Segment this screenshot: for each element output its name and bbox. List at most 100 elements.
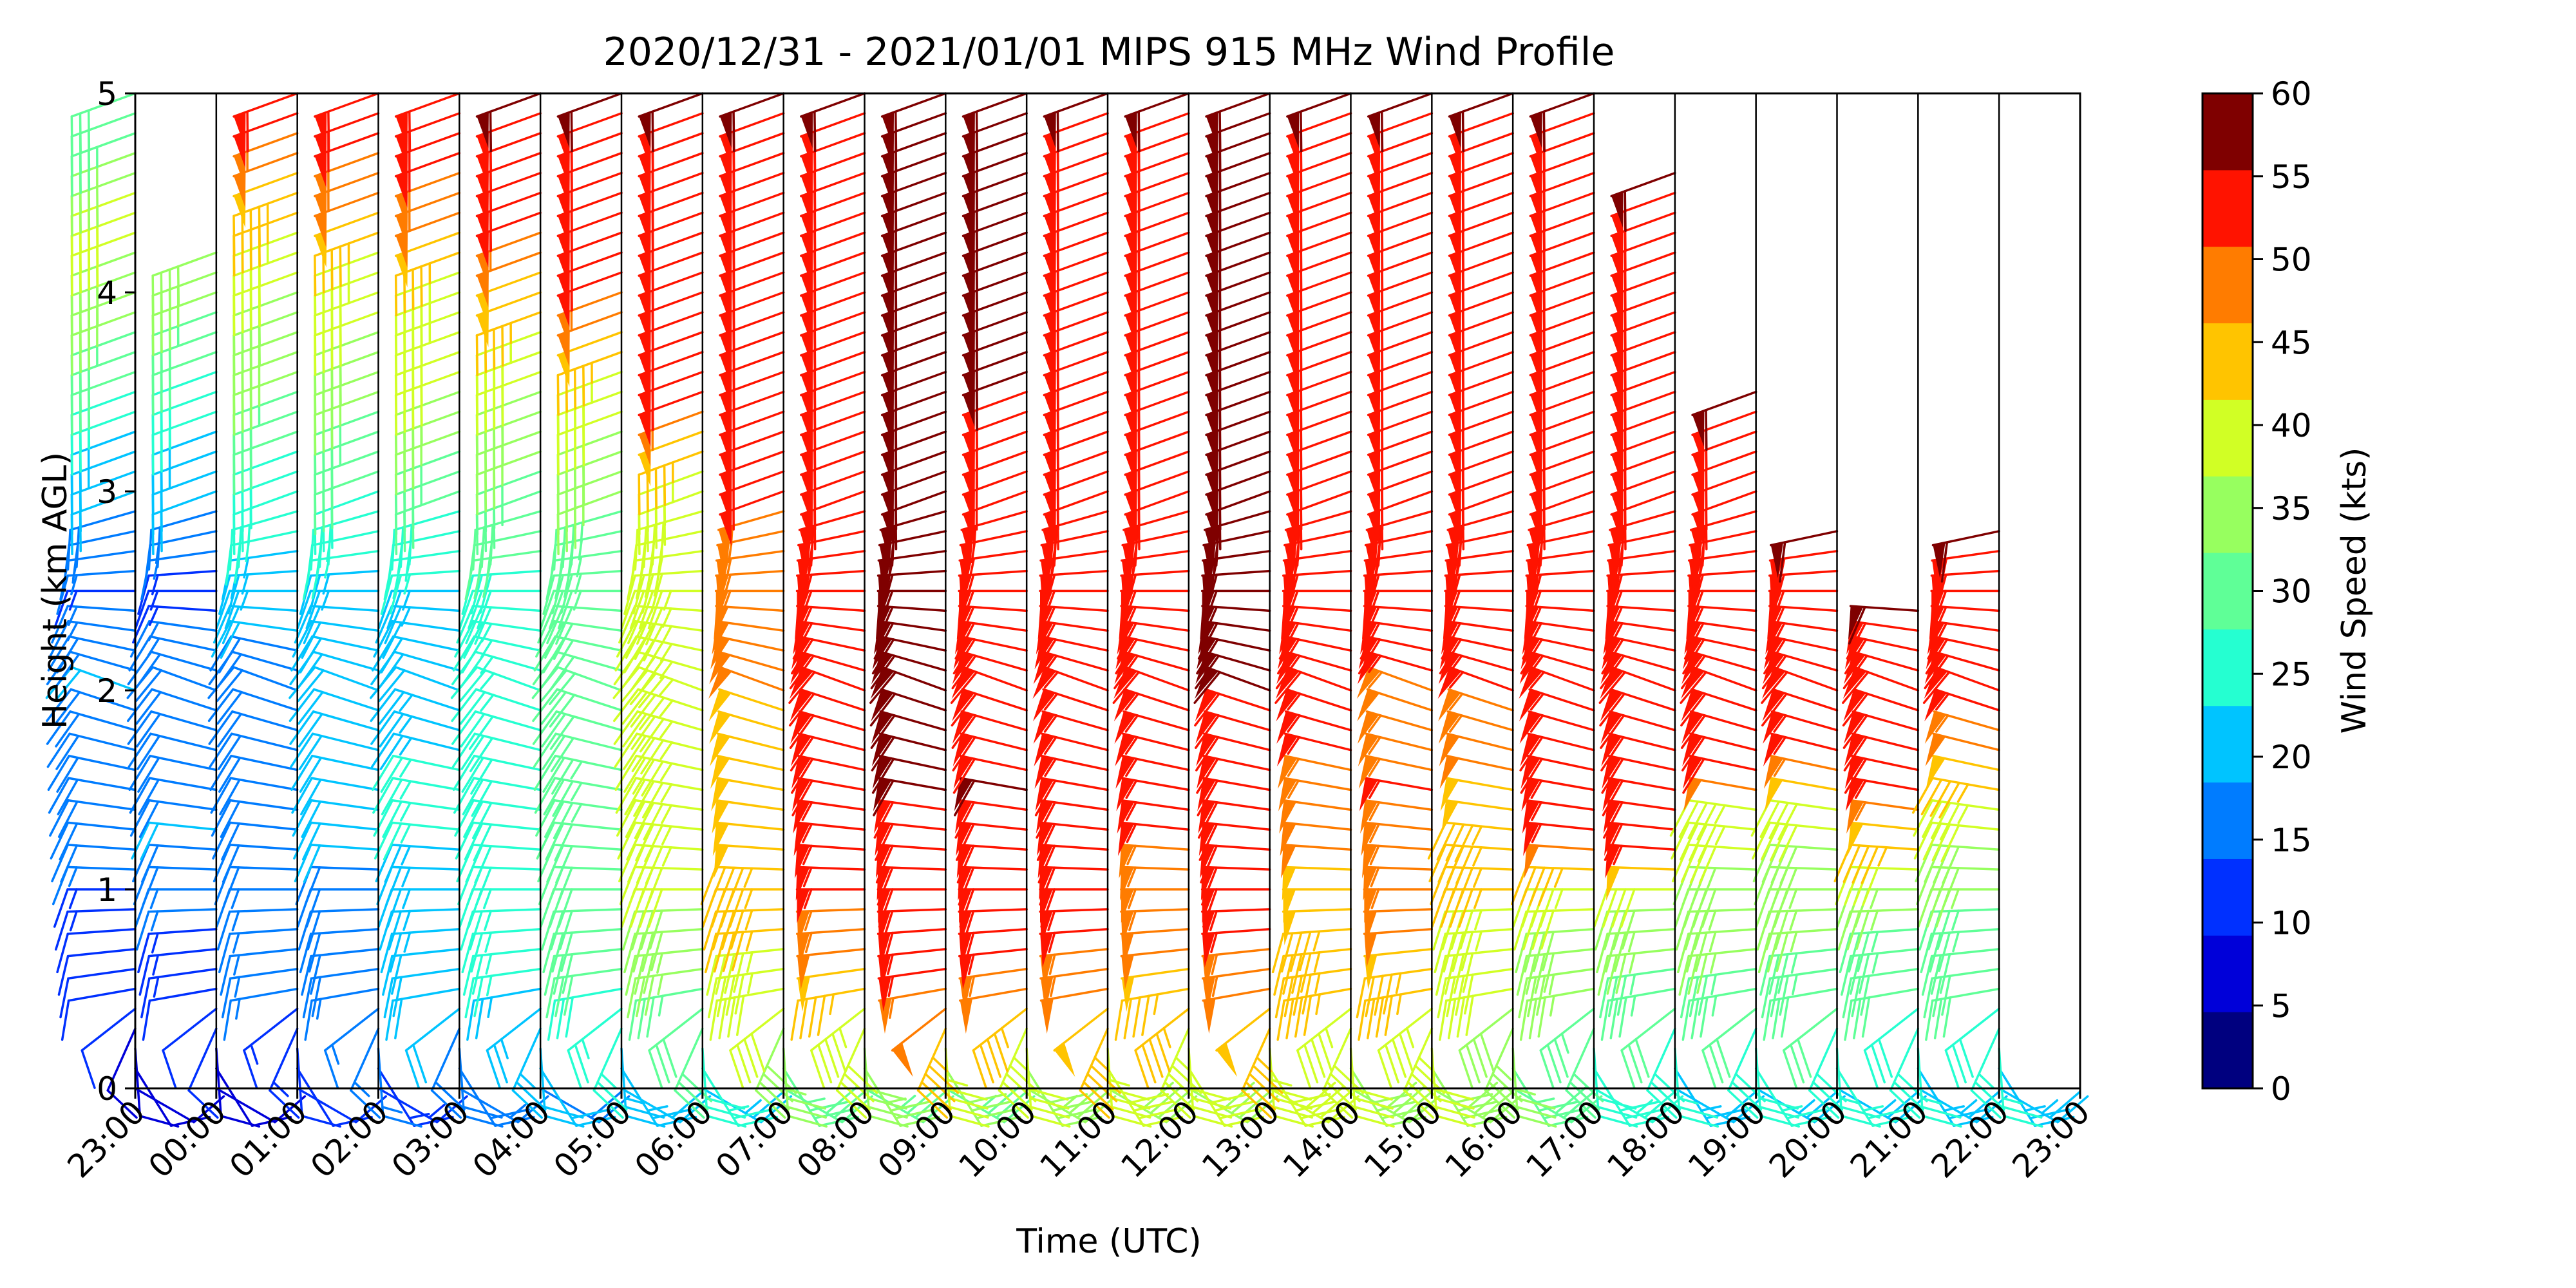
barb-flag xyxy=(719,211,732,248)
barb-full xyxy=(460,653,486,688)
barb-shaft xyxy=(162,1007,218,1052)
barb-flag xyxy=(800,450,813,487)
barb-half xyxy=(147,637,160,657)
barb-shaft xyxy=(228,908,299,913)
barb-half xyxy=(660,783,673,803)
barb-half xyxy=(661,825,672,846)
wind-barb xyxy=(876,928,947,972)
barb-flag xyxy=(800,231,813,268)
wind-barb xyxy=(135,908,218,951)
barb-flag xyxy=(719,231,732,268)
barb-shaft xyxy=(67,620,137,632)
barb-half xyxy=(500,1038,509,1059)
barb-full xyxy=(540,691,567,725)
barb-shaft xyxy=(231,732,299,752)
barb-full xyxy=(137,933,150,974)
barb-full xyxy=(391,529,396,571)
barb-shaft xyxy=(636,710,704,732)
barb-flag xyxy=(477,132,489,168)
barb-full xyxy=(216,653,242,688)
barb-full xyxy=(625,800,646,838)
barb-flag xyxy=(878,933,891,968)
barb-shaft xyxy=(314,430,380,456)
barb-full xyxy=(646,867,663,906)
barb-full xyxy=(878,888,894,928)
barb-full xyxy=(788,670,816,705)
barb-full xyxy=(386,589,402,630)
wind-column-05:00 xyxy=(531,92,712,1128)
barb-shaft xyxy=(310,777,380,791)
barb-shaft xyxy=(232,251,299,277)
wind-barb xyxy=(129,799,218,838)
barb-full xyxy=(304,866,321,905)
wind-barb xyxy=(461,569,542,615)
barb-full xyxy=(549,656,575,690)
barb-shaft xyxy=(635,755,704,772)
barb-shaft xyxy=(556,666,623,692)
barb-full xyxy=(786,1097,827,1110)
barb-full xyxy=(544,1115,585,1128)
barb-full xyxy=(795,605,813,645)
wind-barb xyxy=(142,987,218,1041)
barb-full xyxy=(550,737,575,773)
barb-flag xyxy=(719,271,732,308)
barb-full xyxy=(634,529,639,571)
barb-full xyxy=(379,712,404,748)
barb-half xyxy=(148,605,159,627)
barb-shaft xyxy=(394,390,461,417)
barb-flag xyxy=(395,231,408,268)
wind-barb xyxy=(795,908,866,945)
barb-shaft xyxy=(473,635,542,652)
barb-flag xyxy=(639,171,651,208)
wind-barb xyxy=(451,732,542,773)
barb-shaft xyxy=(475,331,542,357)
barb-half xyxy=(580,521,584,544)
barb-full xyxy=(454,620,475,658)
barb-full xyxy=(724,952,735,994)
wind-column-07:00 xyxy=(700,92,873,1128)
barb-full xyxy=(291,777,313,814)
barb-shaft xyxy=(70,450,137,476)
barb-flag xyxy=(558,331,570,367)
barb-half xyxy=(243,556,250,579)
barb-shaft xyxy=(430,1027,461,1092)
barb-shaft xyxy=(556,450,623,476)
barb-flag xyxy=(871,711,893,744)
barb-shaft xyxy=(474,650,542,672)
barb-flag xyxy=(639,450,651,487)
barb-full xyxy=(639,717,665,753)
barb-flag xyxy=(719,331,732,367)
barb-shaft xyxy=(473,732,542,752)
barb-full xyxy=(553,801,574,840)
barb-shaft xyxy=(66,844,137,851)
barb-shaft xyxy=(473,755,542,772)
barb-full xyxy=(875,822,894,861)
barb-half xyxy=(801,801,813,821)
barb-full xyxy=(373,620,394,658)
barb-full xyxy=(385,866,402,905)
barb-full xyxy=(623,933,636,974)
barb-flag xyxy=(800,331,813,367)
barb-shaft xyxy=(232,490,299,516)
barb-full xyxy=(162,1049,177,1089)
barb-full xyxy=(554,823,574,862)
barb-full xyxy=(56,637,79,674)
wind-barb xyxy=(292,799,380,838)
barb-shaft xyxy=(232,291,299,317)
barb-half xyxy=(931,1056,949,1073)
barb-full xyxy=(638,589,654,630)
barb-flag xyxy=(639,112,651,148)
barb-shaft xyxy=(800,92,866,118)
wind-barb xyxy=(796,928,866,968)
wind-barb xyxy=(795,844,866,878)
barb-shaft xyxy=(556,688,623,712)
barb-shaft xyxy=(149,755,218,772)
barb-full xyxy=(824,1038,840,1078)
barb-full xyxy=(210,777,232,814)
wind-barb xyxy=(430,1027,466,1119)
barb-full xyxy=(461,756,484,793)
barb-full xyxy=(648,1049,663,1089)
barb-full xyxy=(462,1106,503,1119)
wind-barb xyxy=(620,1067,697,1127)
barb-half xyxy=(152,954,160,976)
